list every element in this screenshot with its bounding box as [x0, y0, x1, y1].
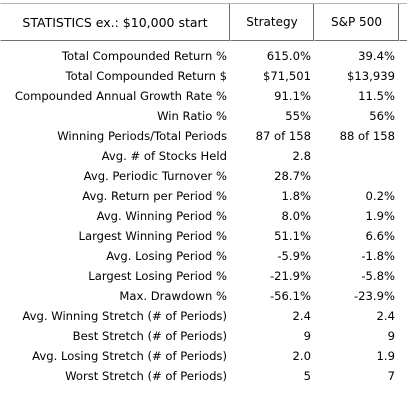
table-row: Total Compounded Return $ $71,501 $13,93…: [0, 66, 407, 86]
strategy-value: 2.4: [292, 309, 311, 323]
row-label: Worst Stretch (# of Periods): [65, 369, 227, 383]
sp500-value: 9: [387, 329, 395, 343]
strategy-value: -21.9%: [269, 269, 311, 283]
row-label: Compounded Annual Growth Rate %: [14, 89, 227, 103]
row-label: Largest Winning Period %: [78, 229, 227, 243]
table-row: Total Compounded Return % 615.0% 39.4%: [0, 46, 407, 66]
sp500-value: 1.9%: [365, 209, 395, 223]
strategy-value: -5.9%: [277, 249, 311, 263]
sp500-value: 7: [387, 369, 395, 383]
table-row: Avg. Winning Period % 8.0% 1.9%: [0, 206, 407, 226]
column-header-strategy-label: Strategy: [246, 15, 298, 29]
row-label: Total Compounded Return $: [65, 69, 227, 83]
sp500-value: -23.9%: [353, 289, 395, 303]
column-header-sp500-label: S&P 500: [331, 15, 382, 29]
column-header-statistics-label: STATISTICS ex.: $10,000 start: [22, 14, 208, 30]
sp500-value: -1.8%: [361, 249, 395, 263]
table-row: Best Stretch (# of Periods) 9 9: [0, 326, 407, 346]
row-label: Avg. Return per Period %: [82, 189, 227, 203]
sp500-value: [314, 146, 395, 166]
strategy-value: 2.8: [292, 149, 311, 163]
table-row: Avg. Periodic Turnover % 28.7%: [0, 166, 407, 186]
table-row: Winning Periods/Total Periods 87 of 158 …: [0, 126, 407, 146]
row-label: Total Compounded Return %: [61, 49, 227, 63]
sp500-value: -5.8%: [361, 269, 395, 283]
table-row: Win Ratio % 55% 56%: [0, 106, 407, 126]
strategy-value: 9: [303, 329, 311, 343]
row-label: Winning Periods/Total Periods: [57, 129, 227, 143]
table-row: Avg. Winning Stretch (# of Periods) 2.4 …: [0, 306, 407, 326]
strategy-value: 28.7%: [274, 169, 311, 183]
row-label: Avg. Winning Stretch (# of Periods): [22, 309, 227, 323]
row-label: Avg. Winning Period %: [96, 209, 227, 223]
column-header-sp500[interactable]: S&P 500: [314, 3, 399, 41]
sp500-value: 88 of 158: [339, 129, 395, 143]
sp500-value: 39.4%: [358, 49, 395, 63]
sp500-value: 0.2%: [365, 189, 395, 203]
strategy-value: 55%: [285, 109, 311, 123]
column-header-filler: [399, 3, 407, 41]
sp500-value: 1.9: [376, 349, 395, 363]
strategy-value: 51.1%: [274, 229, 311, 243]
strategy-value: 5: [303, 369, 311, 383]
strategy-value: 615.0%: [266, 49, 311, 63]
table-row: Avg. Losing Stretch (# of Periods) 2.0 1…: [0, 346, 407, 366]
strategy-value: 2.0: [292, 349, 311, 363]
row-label: Max. Drawdown %: [119, 289, 227, 303]
column-header-strategy[interactable]: Strategy: [230, 3, 314, 41]
strategy-value: 87 of 158: [255, 129, 311, 143]
strategy-value: $71,501: [263, 69, 311, 83]
sp500-value: 11.5%: [358, 89, 395, 103]
row-label: Best Stretch (# of Periods): [72, 329, 227, 343]
sp500-value: 56%: [369, 109, 395, 123]
sp500-value: 6.6%: [365, 229, 395, 243]
row-label: Largest Losing Period %: [88, 269, 227, 283]
row-label: Avg. Periodic Turnover %: [83, 169, 227, 183]
table-row: Compounded Annual Growth Rate % 91.1% 11…: [0, 86, 407, 106]
row-label: Avg. # of Stocks Held: [101, 149, 227, 163]
table-row: Avg. Losing Period % -5.9% -1.8%: [0, 246, 407, 266]
row-label: Avg. Losing Stretch (# of Periods): [32, 349, 227, 363]
strategy-value: 1.8%: [281, 189, 311, 203]
strategy-value: -56.1%: [269, 289, 311, 303]
table-row: Avg. Return per Period % 1.8% 0.2%: [0, 186, 407, 206]
table-row: Largest Losing Period % -21.9% -5.8%: [0, 266, 407, 286]
grid-header: STATISTICS ex.: $10,000 start Strategy S…: [0, 3, 407, 41]
table-row: Max. Drawdown % -56.1% -23.9%: [0, 286, 407, 306]
strategy-value: 91.1%: [274, 89, 311, 103]
strategy-value: 8.0%: [281, 209, 311, 223]
table-row: Avg. # of Stocks Held 2.8: [0, 146, 407, 166]
sp500-value: $13,939: [347, 69, 395, 83]
table-row: Worst Stretch (# of Periods) 5 7: [0, 366, 407, 386]
column-header-statistics[interactable]: STATISTICS ex.: $10,000 start: [0, 3, 230, 41]
sp500-value: 2.4: [376, 309, 395, 323]
row-label: Win Ratio %: [157, 109, 227, 123]
table-row: Largest Winning Period % 51.1% 6.6%: [0, 226, 407, 246]
row-label: Avg. Losing Period %: [106, 249, 227, 263]
sp500-value: [314, 166, 395, 186]
grid-body: Total Compounded Return % 615.0% 39.4% T…: [0, 46, 407, 386]
